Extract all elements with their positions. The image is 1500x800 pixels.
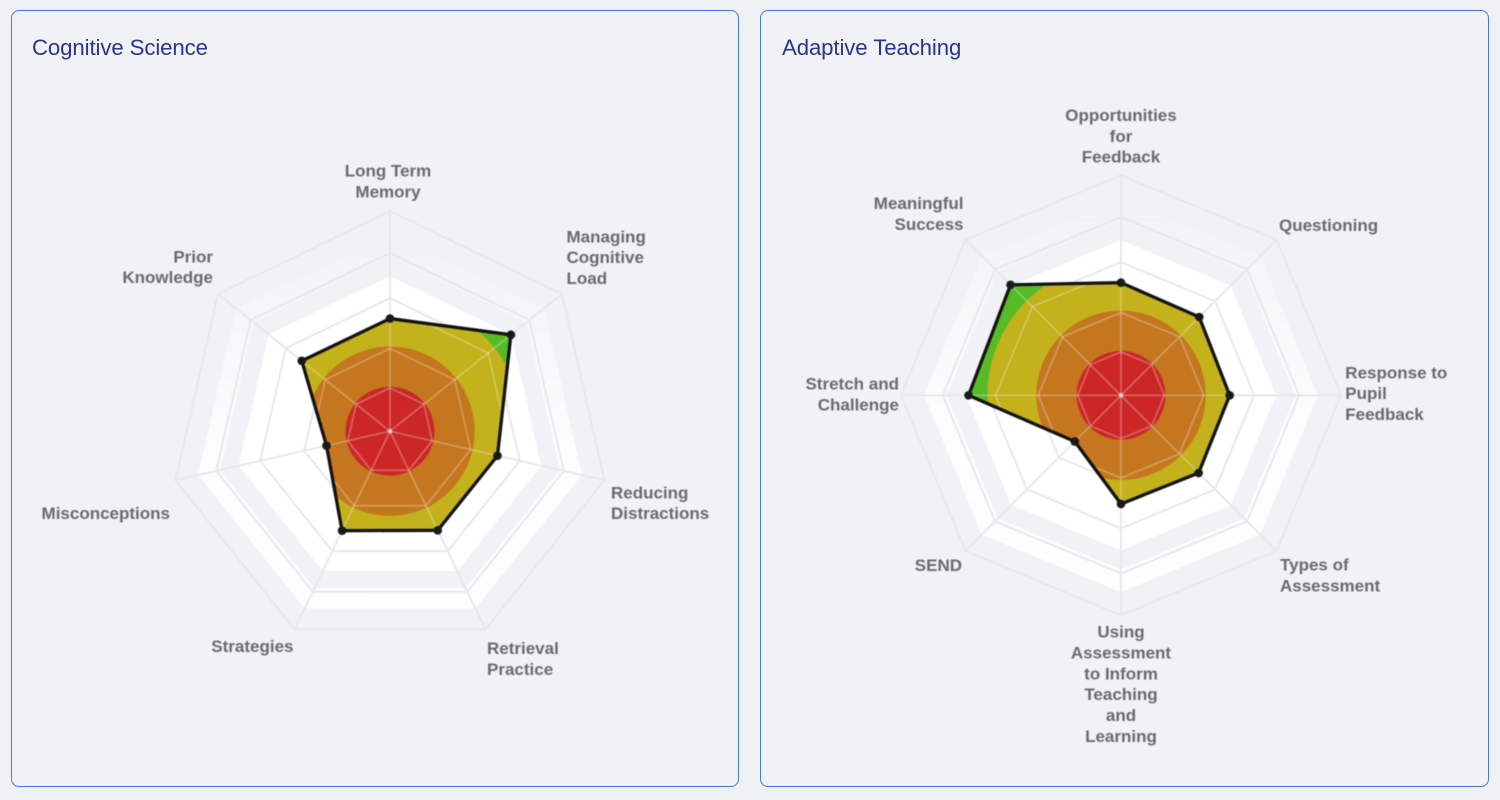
svg-text:to Inform: to Inform bbox=[1084, 664, 1158, 683]
svg-text:SEND: SEND bbox=[915, 556, 962, 575]
svg-text:Assessment: Assessment bbox=[1071, 644, 1172, 663]
svg-text:Distractions: Distractions bbox=[611, 504, 709, 523]
svg-text:Assessment: Assessment bbox=[1280, 576, 1381, 595]
svg-text:and: and bbox=[1106, 706, 1136, 725]
svg-text:Knowledge: Knowledge bbox=[122, 268, 213, 287]
svg-text:Types of: Types of bbox=[1280, 556, 1349, 575]
svg-text:Pupil: Pupil bbox=[1345, 384, 1387, 403]
svg-text:for: for bbox=[1110, 127, 1133, 146]
svg-text:Managing: Managing bbox=[567, 227, 646, 246]
svg-text:Memory: Memory bbox=[355, 182, 421, 201]
svg-text:Practice: Practice bbox=[487, 660, 553, 679]
svg-text:Success: Success bbox=[895, 215, 964, 234]
svg-text:Response to: Response to bbox=[1345, 363, 1447, 382]
svg-text:Questioning: Questioning bbox=[1279, 216, 1378, 235]
svg-text:Misconceptions: Misconceptions bbox=[42, 504, 170, 523]
svg-text:Stretch and: Stretch and bbox=[805, 375, 899, 394]
svg-text:Meaningful: Meaningful bbox=[874, 194, 964, 213]
svg-text:Using: Using bbox=[1097, 623, 1144, 642]
svg-text:Challenge: Challenge bbox=[818, 395, 899, 414]
svg-text:Opportunities: Opportunities bbox=[1065, 106, 1176, 125]
svg-text:Feedback: Feedback bbox=[1082, 148, 1161, 167]
svg-text:Strategies: Strategies bbox=[211, 637, 293, 656]
svg-text:Feedback: Feedback bbox=[1345, 405, 1424, 424]
svg-text:Load: Load bbox=[567, 269, 608, 288]
svg-text:Cognitive: Cognitive bbox=[567, 248, 644, 267]
svg-text:Learning: Learning bbox=[1085, 727, 1157, 746]
svg-text:Reducing: Reducing bbox=[611, 483, 688, 502]
svg-text:Retrieval: Retrieval bbox=[487, 639, 559, 658]
svg-text:Prior: Prior bbox=[173, 247, 213, 266]
svg-text:Teaching: Teaching bbox=[1084, 685, 1157, 704]
svg-text:Long Term: Long Term bbox=[345, 162, 432, 181]
